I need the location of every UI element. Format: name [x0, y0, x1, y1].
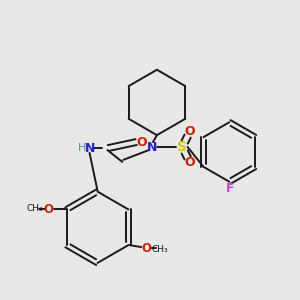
Text: O: O [137, 136, 147, 148]
Text: N: N [147, 140, 157, 154]
Text: CH₃: CH₃ [27, 204, 43, 213]
Text: O: O [184, 156, 195, 170]
Text: S: S [177, 140, 187, 154]
Text: O: O [44, 203, 54, 216]
Text: CH₃: CH₃ [152, 244, 168, 253]
Text: N: N [84, 142, 95, 154]
Text: O: O [184, 125, 195, 138]
Text: F: F [226, 182, 235, 195]
Text: O: O [141, 242, 151, 255]
Text: H: H [77, 143, 86, 153]
